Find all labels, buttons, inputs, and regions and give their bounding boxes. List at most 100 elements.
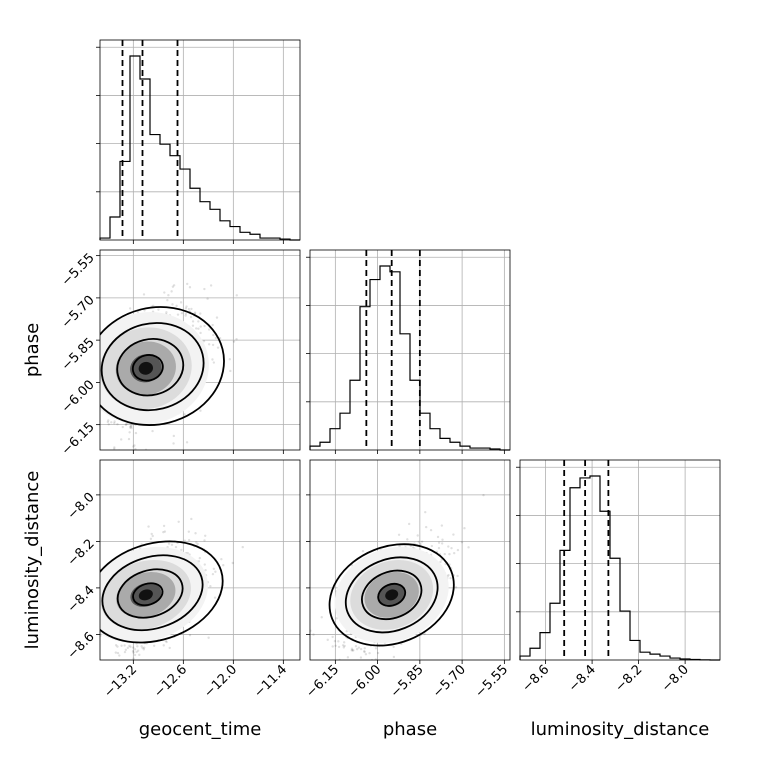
sample-point: [133, 648, 137, 651]
sample-point: [151, 534, 154, 538]
sample-point: [171, 285, 175, 288]
x-tick-label-geocent_time-0: −13.2: [101, 662, 140, 701]
sample-point: [211, 358, 214, 361]
sample-point: [118, 654, 121, 657]
sample-point: [164, 639, 167, 643]
sample-point: [241, 545, 244, 549]
sample-point: [429, 528, 433, 532]
sample-point: [360, 668, 362, 670]
sample-point: [397, 533, 401, 536]
sample-point: [138, 653, 141, 657]
sample-point: [191, 324, 195, 327]
sample-point: [165, 311, 168, 314]
sample-point: [128, 307, 132, 310]
x-tick-label-phase-1: −6.00: [346, 662, 385, 701]
sample-point: [232, 340, 236, 343]
sample-point: [185, 305, 188, 308]
sample-point: [359, 647, 363, 651]
sample-point: [132, 657, 135, 660]
sample-point: [96, 681, 98, 683]
sample-point: [454, 586, 458, 589]
sample-point: [331, 645, 334, 648]
sample-point: [120, 644, 123, 647]
sample-point: [172, 442, 175, 445]
sample-point: [363, 647, 366, 650]
sample-point: [150, 532, 153, 536]
sample-point: [199, 409, 202, 412]
histogram-luminosity_distance: [519, 475, 720, 661]
contour-2: [361, 569, 423, 621]
sample-point: [363, 650, 366, 654]
sample-point: [450, 546, 453, 550]
x-tick-label-phase-4: −5.55: [472, 662, 511, 701]
sample-point: [361, 549, 365, 553]
sample-point: [443, 552, 446, 556]
sample-point: [183, 539, 187, 542]
x-axis-label-luminosity-distance: luminosity_distance: [531, 719, 710, 740]
sample-point: [116, 423, 119, 426]
sample-point: [235, 294, 238, 297]
sample-point: [129, 425, 132, 428]
sample-point: [135, 650, 138, 654]
sample-point: [354, 644, 358, 648]
sample-point: [197, 327, 200, 330]
sample-point: [166, 299, 169, 302]
histogram-panel-geocent_time: [96, 39, 301, 244]
panel-frame: [99, 39, 301, 241]
sample-point: [326, 638, 329, 642]
sample-point: [187, 538, 191, 542]
sample-point: [129, 425, 133, 428]
sample-point: [436, 535, 440, 539]
sample-point: [120, 664, 122, 666]
sample-point: [342, 646, 346, 649]
contour-3: [132, 582, 164, 607]
sample-point: [350, 563, 354, 567]
sample-point: [162, 530, 165, 534]
sample-point: [184, 312, 188, 315]
sample-point: [147, 525, 150, 528]
sample-point: [456, 548, 460, 552]
sample-point: [141, 646, 144, 650]
histogram-geocent_time: [99, 55, 300, 241]
sample-point: [196, 542, 199, 546]
sample-point: [376, 651, 380, 655]
sample-point: [132, 651, 135, 654]
sample-point: [113, 420, 116, 423]
scatter-panel-geocent_time-luminosity_distance: −13.2 −12.6 −12.0 −11.4 −8.0 −8.2 −8.4 −8.6: [65, 459, 301, 701]
sample-point: [132, 646, 135, 649]
x-tick-label-geocent_time-3: −11.4: [251, 662, 290, 701]
sample-point: [136, 645, 139, 648]
sample-point: [126, 646, 130, 650]
sample-point: [215, 316, 219, 319]
sample-point: [337, 645, 341, 649]
sample-point: [195, 247, 197, 249]
sample-point: [416, 534, 419, 537]
sample-point: [97, 625, 99, 627]
sample-point: [331, 635, 334, 639]
sample-point: [337, 640, 340, 643]
sample-point: [352, 649, 355, 652]
sample-point: [193, 311, 197, 314]
y-tick-label-phase-3: −6.00: [59, 377, 98, 416]
sample-point: [121, 425, 124, 429]
contour-0: [328, 543, 455, 647]
sample-point: [142, 648, 146, 651]
sample-point: [334, 644, 337, 647]
y-tick-label-luminosity_distance-1: −8.2: [65, 536, 98, 569]
sample-point: [463, 527, 466, 530]
sample-point: [424, 525, 428, 529]
sample-point: [194, 327, 198, 330]
sample-point: [124, 423, 128, 427]
sample-point: [333, 639, 337, 643]
contour-3: [131, 354, 164, 382]
sample-point: [204, 534, 207, 537]
contour-1: [344, 556, 439, 634]
sample-point: [168, 646, 171, 650]
sample-point: [179, 301, 183, 304]
sample-point: [134, 431, 138, 435]
scatter-panel-geocent_time-phase: −5.55−5.70−5.85−6.00 −6.15: [59, 247, 301, 458]
y-tick-label-phase-2: −5.85: [59, 335, 98, 374]
sample-point: [343, 644, 346, 648]
sample-point: [142, 293, 146, 296]
sample-point: [127, 437, 131, 441]
